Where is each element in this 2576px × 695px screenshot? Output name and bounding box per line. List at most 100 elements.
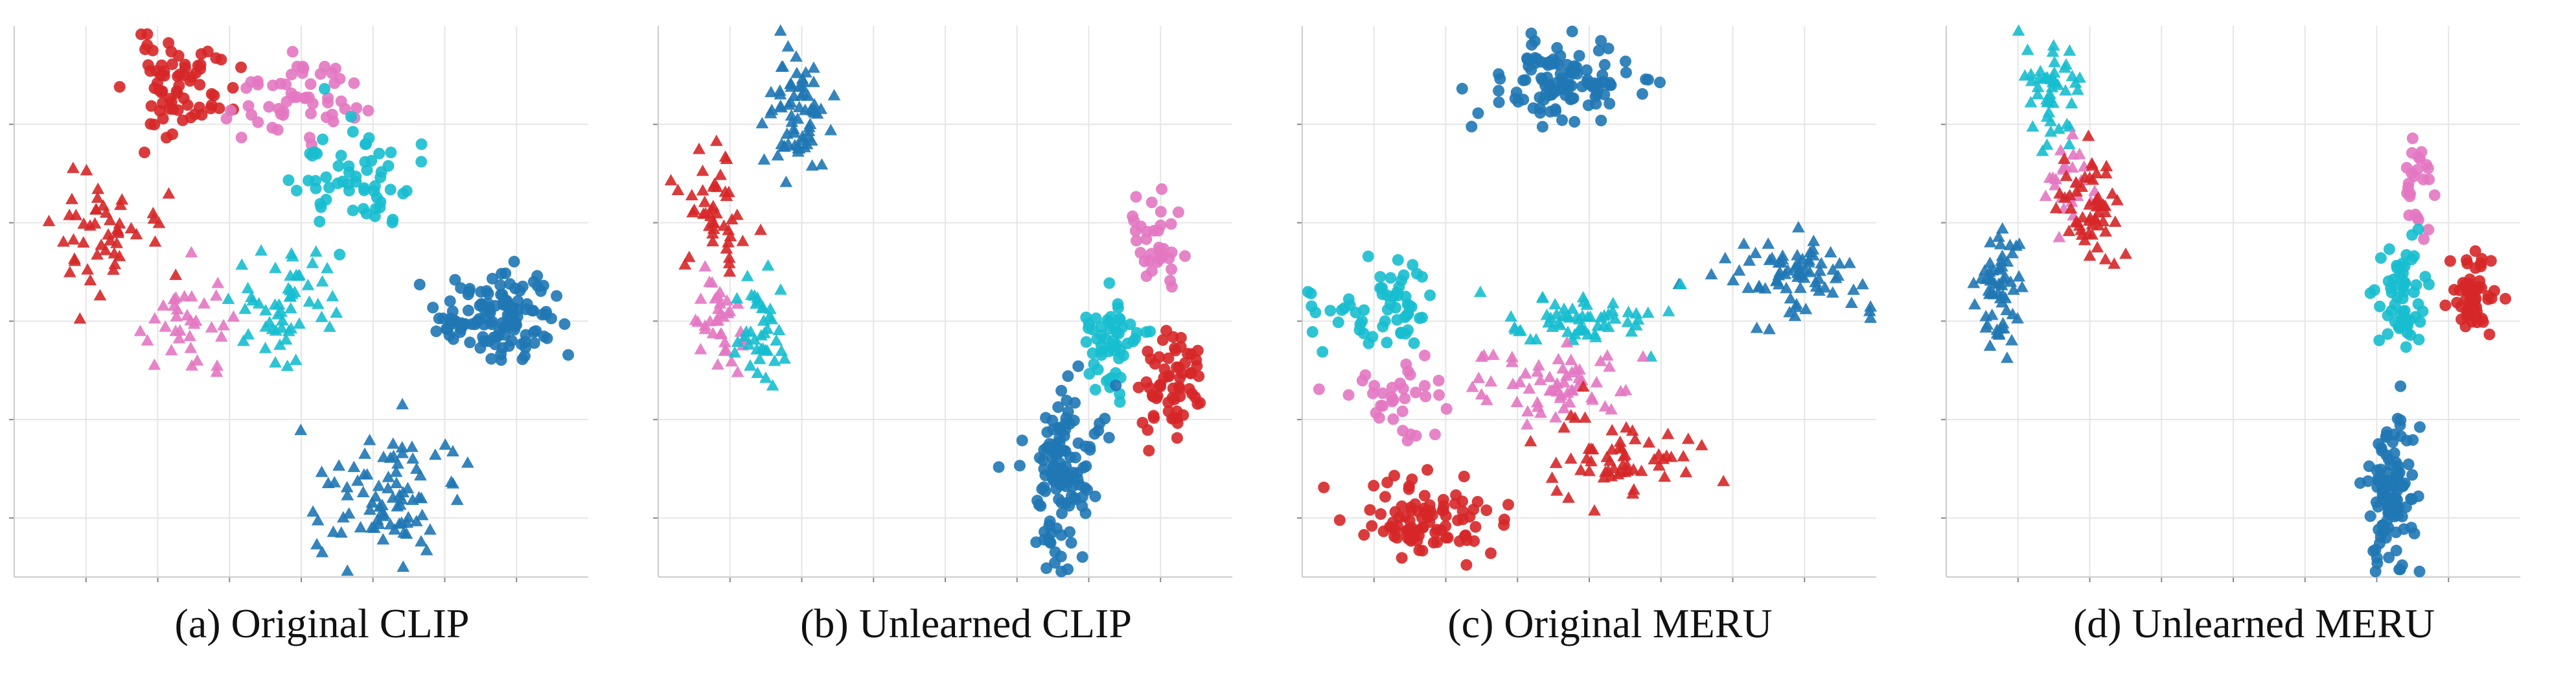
- data-point-triangle-pink: [1552, 353, 1565, 364]
- data-point-triangle-cyan: [2065, 69, 2079, 82]
- data-point-circle-red: [165, 96, 178, 108]
- data-point-circle-pink: [1418, 349, 1431, 362]
- data-point-triangle-pink: [170, 303, 184, 315]
- data-point-circle-blue: [500, 267, 512, 279]
- data-point-triangle-blue: [1750, 322, 1764, 333]
- data-point-triangle-red: [754, 223, 767, 235]
- data-point-circle-pink: [1130, 191, 1142, 203]
- data-point-circle-cyan: [1376, 288, 1388, 300]
- data-point-triangle-cyan: [2063, 137, 2076, 150]
- data-point-circle-pink: [1400, 358, 1412, 370]
- data-point-circle-blue: [1510, 86, 1523, 99]
- data-point-triangle-red: [2071, 216, 2084, 228]
- data-point-circle-cyan: [323, 182, 336, 194]
- data-point-triangle-blue: [406, 452, 420, 464]
- data-point-triangle-pink: [2054, 143, 2067, 156]
- data-point-circle-blue: [1076, 551, 1088, 563]
- data-point-circle-cyan: [1103, 277, 1116, 289]
- data-point-circle-red: [213, 102, 225, 115]
- data-point-triangle-red: [63, 265, 76, 277]
- data-point-circle-red: [1136, 417, 1149, 429]
- data-point-triangle-cyan: [1581, 328, 1594, 340]
- data-point-circle-red: [1191, 398, 1204, 410]
- data-point-circle-blue: [2376, 519, 2389, 532]
- data-point-triangle-blue: [1727, 274, 1740, 286]
- data-point-triangle-blue: [787, 89, 801, 101]
- data-point-circle-red: [113, 80, 126, 93]
- data-point-triangle-red: [146, 207, 160, 218]
- data-point-triangle-red: [1652, 448, 1666, 460]
- data-point-triangle-pink: [190, 354, 204, 366]
- data-point-triangle-cyan: [2047, 39, 2060, 51]
- data-point-triangle-pink: [1510, 395, 1524, 408]
- data-point-circle-cyan: [1324, 305, 1337, 317]
- data-point-triangle-cyan: [1621, 315, 1635, 327]
- data-point-triangle-red: [2083, 249, 2097, 261]
- data-point-triangle-red: [1545, 471, 1559, 483]
- data-point-circle-blue: [444, 295, 456, 307]
- data-point-triangle-cyan: [765, 312, 779, 325]
- data-point-circle-blue: [454, 326, 466, 338]
- data-point-circle-blue: [503, 277, 516, 290]
- data-point-circle-red: [1423, 516, 1436, 528]
- data-point-circle-cyan: [2419, 270, 2432, 283]
- data-point-triangle-cyan: [2058, 61, 2071, 73]
- data-point-triangle-red: [1628, 432, 1642, 445]
- data-point-circle-cyan: [317, 133, 329, 145]
- data-point-triangle-red: [1576, 380, 1590, 392]
- data-point-circle-pink: [2402, 182, 2414, 194]
- data-point-triangle-blue: [400, 527, 413, 539]
- data-point-triangle-blue: [1833, 257, 1846, 269]
- data-point-triangle-cyan: [321, 261, 334, 274]
- data-point-circle-blue: [485, 353, 498, 365]
- data-point-triangle-pink: [1532, 359, 1545, 371]
- data-point-triangle-pink: [725, 355, 739, 367]
- data-point-triangle-blue: [2012, 237, 2026, 249]
- data-point-triangle-blue: [1985, 308, 1999, 320]
- data-point-triangle-blue: [1772, 256, 1786, 268]
- data-point-triangle-red: [1605, 423, 1619, 436]
- data-point-triangle-cyan: [330, 306, 343, 318]
- data-point-triangle-blue: [2000, 303, 2014, 316]
- data-point-triangle-cyan: [303, 295, 316, 307]
- data-point-circle-red: [1468, 535, 1480, 547]
- data-point-triangle-red: [1564, 452, 1578, 464]
- data-point-triangle-red: [108, 257, 122, 270]
- data-point-triangle-pink: [159, 320, 172, 332]
- data-point-triangle-pink: [723, 305, 737, 316]
- data-point-triangle-cyan: [259, 342, 272, 353]
- data-point-triangle-blue: [1864, 311, 1878, 323]
- data-point-triangle-cyan: [2041, 95, 2055, 107]
- data-point-triangle-blue: [377, 451, 390, 462]
- data-point-circle-cyan: [2382, 275, 2395, 287]
- data-point-circle-blue: [478, 318, 490, 331]
- data-point-circle-cyan: [290, 184, 303, 196]
- data-point-triangle-red: [1677, 449, 1690, 462]
- data-point-circle-blue: [464, 336, 476, 349]
- data-point-triangle-pink: [718, 336, 731, 348]
- data-point-triangle-blue: [336, 511, 350, 523]
- data-point-circle-blue: [2406, 469, 2419, 481]
- data-point-triangle-cyan: [728, 346, 742, 358]
- data-point-circle-blue: [494, 279, 507, 291]
- data-point-triangle-cyan: [241, 281, 255, 294]
- data-point-triangle-pink: [711, 302, 725, 314]
- data-point-triangle-cyan: [778, 352, 791, 364]
- data-point-triangle-red: [111, 224, 125, 237]
- data-point-circle-red: [167, 128, 179, 141]
- data-point-triangle-blue: [1765, 252, 1779, 263]
- data-point-circle-blue: [1536, 121, 1548, 133]
- data-point-circle-red: [166, 58, 178, 71]
- data-point-triangle-pink: [1557, 401, 1570, 414]
- data-point-triangle-cyan: [2063, 44, 2076, 56]
- data-point-circle-pink: [2412, 151, 2424, 163]
- data-point-circle-cyan: [2412, 298, 2424, 311]
- data-point-circle-blue: [488, 331, 500, 344]
- data-point-triangle-pink: [1475, 350, 1488, 362]
- data-point-circle-red: [1381, 477, 1394, 489]
- data-point-triangle-blue: [340, 480, 354, 493]
- data-point-circle-pink: [1179, 250, 1191, 263]
- data-point-triangle-pink: [1531, 365, 1544, 377]
- data-point-triangle-cyan: [761, 259, 775, 271]
- data-point-circle-pink: [1404, 369, 1416, 381]
